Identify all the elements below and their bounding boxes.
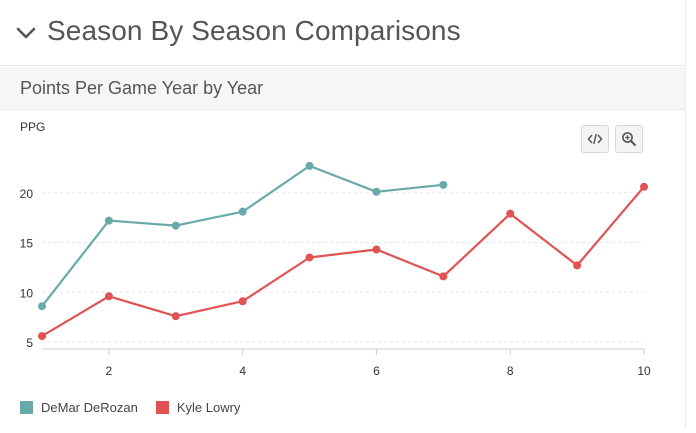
y-tick-label: 5 [26,336,33,350]
x-tick-label: 2 [106,364,113,378]
legend-label: DeMar DeRozan [41,399,138,415]
chart-subheader: Points Per Game Year by Year [0,67,686,110]
y-tick-label: 20 [20,187,34,201]
chevron-down-icon[interactable] [15,24,37,42]
data-point-derozan[interactable] [171,221,180,230]
data-point-lowry[interactable] [506,209,515,218]
data-point-derozan[interactable] [104,216,113,225]
section-header[interactable]: Season By Season Comparisons [0,0,686,66]
data-point-lowry[interactable] [640,182,648,191]
legend-label: Kyle Lowry [176,399,241,415]
data-point-lowry[interactable] [439,272,448,281]
series-line-lowry [41,186,645,338]
x-tick-label: 10 [637,364,651,378]
x-tick-label: 6 [373,364,380,378]
data-point-lowry[interactable] [238,297,247,306]
data-point-derozan[interactable] [372,187,381,196]
line-chart: PPG 5 10 15 20 2 4 6 8 10 [20,120,651,378]
data-point-lowry[interactable] [305,253,314,262]
legend-swatch [155,400,169,414]
zoom-button[interactable] [615,125,643,153]
legend-item-derozan[interactable]: DeMar DeRozan [20,400,138,415]
embed-code-button[interactable] [581,125,609,153]
section-title: Season By Season Comparisons [47,15,461,46]
y-axis-label: PPG [20,120,45,134]
code-icon [587,133,603,145]
chart-legend: DeMar DeRozan Kyle Lowry [20,398,258,416]
data-point-derozan[interactable] [38,302,46,311]
zoom-in-icon [622,132,637,147]
data-point-derozan[interactable] [305,161,314,170]
data-point-lowry[interactable] [171,312,180,321]
data-point-derozan[interactable] [439,180,448,189]
y-tick-label: 15 [20,237,34,251]
chart-area: PPG 5 10 15 20 2 4 6 8 10 [0,110,686,428]
y-tick-label: 10 [20,286,34,300]
legend-item-lowry[interactable]: Kyle Lowry [155,399,241,415]
panel-border [685,0,686,428]
data-point-lowry[interactable] [372,245,381,254]
data-point-lowry[interactable] [104,292,113,301]
data-point-derozan[interactable] [238,207,247,216]
series-line-derozan [41,164,444,307]
data-point-lowry[interactable] [38,332,46,341]
x-tick-label: 4 [239,364,246,378]
chart-title: Points Per Game Year by Year [20,78,264,98]
x-tick-label: 8 [507,364,514,378]
data-point-lowry[interactable] [573,261,582,270]
legend-swatch [20,400,33,414]
